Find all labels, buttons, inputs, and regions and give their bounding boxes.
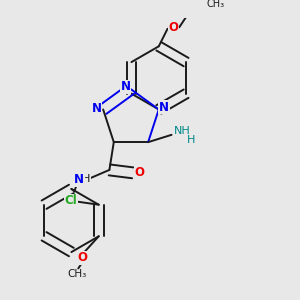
Text: N: N bbox=[74, 173, 84, 186]
Text: N: N bbox=[121, 80, 131, 93]
Text: N: N bbox=[92, 102, 102, 116]
Text: N: N bbox=[159, 100, 169, 114]
Text: H: H bbox=[82, 174, 90, 184]
Text: H: H bbox=[187, 135, 195, 145]
Text: CH₃: CH₃ bbox=[207, 0, 225, 9]
Text: NH: NH bbox=[173, 126, 190, 136]
Text: Cl: Cl bbox=[64, 194, 77, 207]
Text: O: O bbox=[78, 251, 88, 264]
Text: CH₃: CH₃ bbox=[68, 269, 87, 279]
Text: O: O bbox=[134, 166, 144, 179]
Text: O: O bbox=[168, 21, 178, 34]
